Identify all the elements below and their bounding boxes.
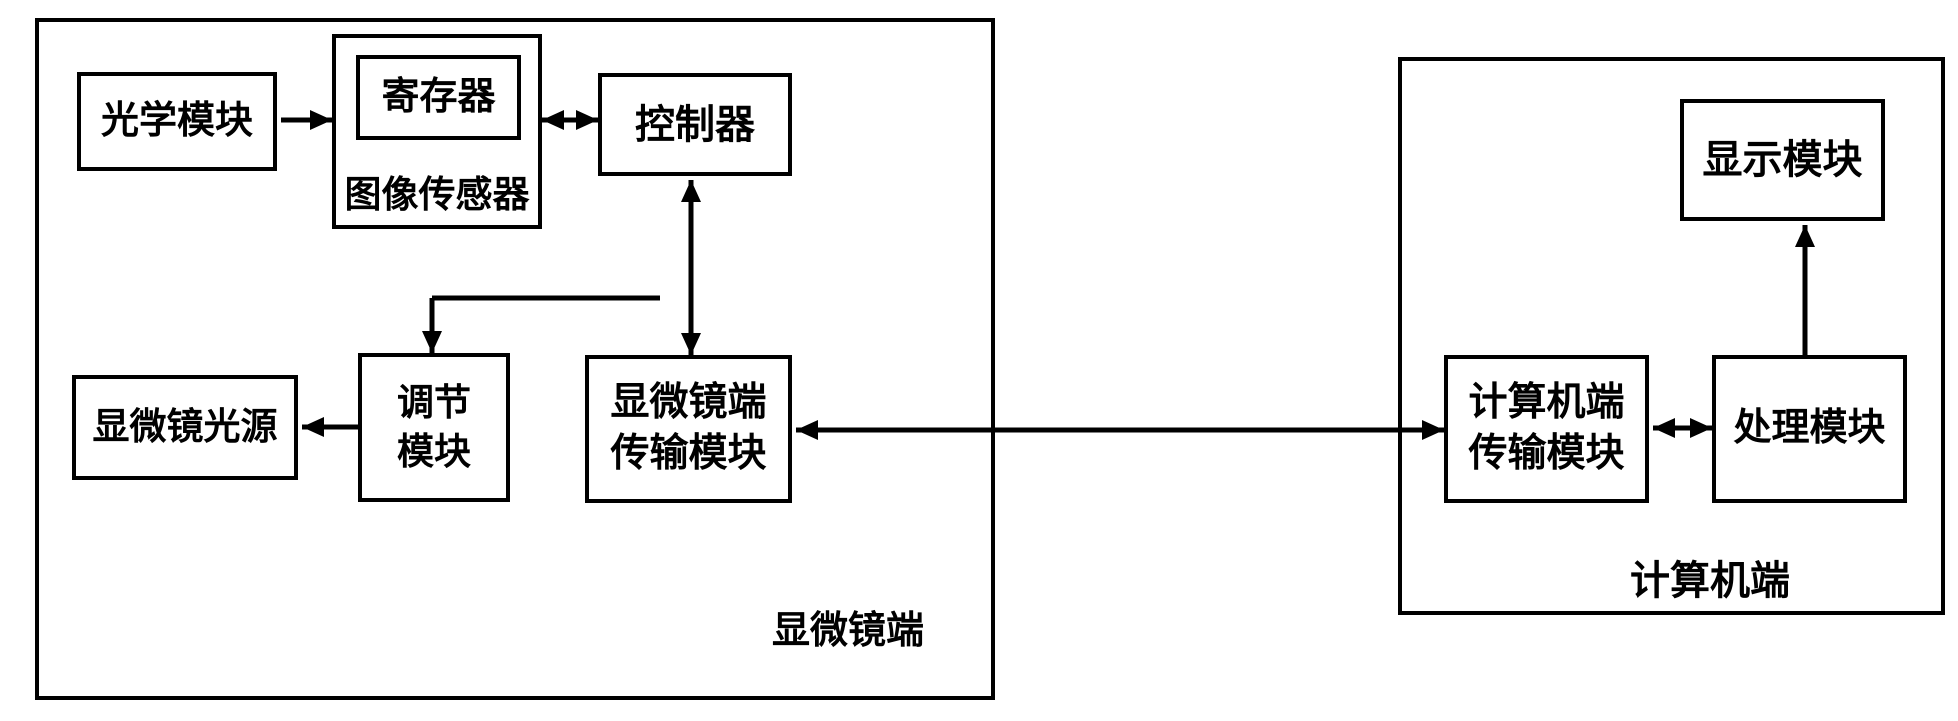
computer-panel-label: 计算机端 xyxy=(1630,548,1790,606)
comp-transfer-box: 计算机端 传输模块 xyxy=(1444,355,1649,503)
optical-module-box: 光学模块 xyxy=(77,72,277,171)
adjust-module-label: 调节 模块 xyxy=(397,379,471,475)
comp-transfer-label: 计算机端 传输模块 xyxy=(1468,378,1624,479)
display-module-label: 显示模块 xyxy=(1703,134,1863,186)
optical-module-label: 光学模块 xyxy=(101,97,253,146)
register-box: 寄存器 xyxy=(356,55,521,140)
process-module-box: 处理模块 xyxy=(1712,355,1907,503)
micro-transfer-box: 显微镜端 传输模块 xyxy=(585,355,792,503)
display-module-box: 显示模块 xyxy=(1680,99,1885,221)
controller-label: 控制器 xyxy=(635,99,755,151)
micro-transfer-label: 显微镜端 传输模块 xyxy=(610,378,766,479)
light-source-box: 显微镜光源 xyxy=(72,375,298,480)
controller-box: 控制器 xyxy=(598,73,792,176)
microscope-panel-label: 显微镜端 xyxy=(772,599,924,654)
light-source-label: 显微镜光源 xyxy=(93,403,278,451)
image-sensor-label: 图像传感器 xyxy=(345,171,530,219)
adjust-module-box: 调节 模块 xyxy=(358,353,510,502)
register-label: 寄存器 xyxy=(381,73,495,122)
process-module-label: 处理模块 xyxy=(1733,404,1885,453)
